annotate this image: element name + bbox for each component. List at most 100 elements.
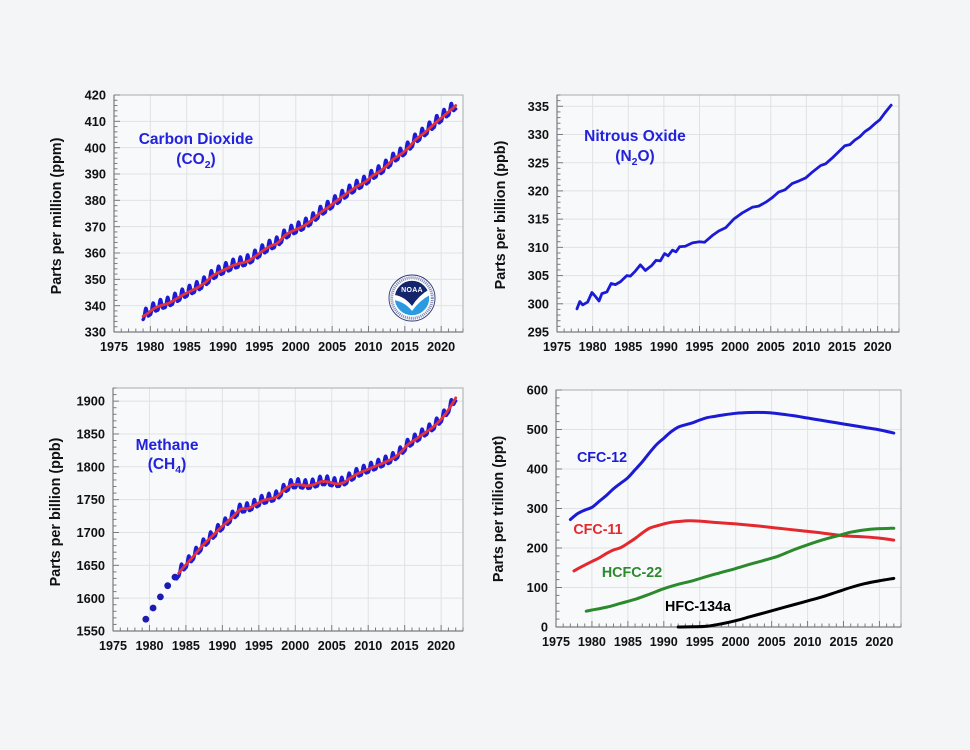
y-tick-label: 325 bbox=[528, 155, 549, 170]
chart-methane: 1975 1980 1985 1990 1995 2000 2005 2010 2015 2020… bbox=[48, 387, 464, 653]
x-tick-label: 1990 bbox=[650, 635, 678, 649]
x-tick-label: 1990 bbox=[208, 639, 236, 653]
y-tick-label: 100 bbox=[527, 580, 548, 595]
formula-subscript: 2 bbox=[632, 156, 638, 168]
chart-nitrous-oxide: 1975 1980 1985 1990 1995 2000 2005 2010 2015 2020… bbox=[493, 94, 900, 354]
y-tick-label: 335 bbox=[528, 99, 549, 114]
formula-prefix: (CH bbox=[148, 456, 176, 473]
data-point bbox=[149, 604, 157, 612]
y-tick-label: 400 bbox=[85, 140, 106, 155]
y-tick-label: 370 bbox=[85, 219, 106, 234]
y-tick-label: 1900 bbox=[77, 394, 105, 409]
x-tick-label: 1985 bbox=[614, 635, 642, 649]
formula-suffix: O) bbox=[637, 148, 654, 165]
gas-name-label: Carbon Dioxide bbox=[139, 131, 254, 148]
y-tick-label: 330 bbox=[528, 127, 549, 142]
x-tick-label: 2015 bbox=[828, 340, 856, 354]
series-label-hcfc-22: HCFC-22 bbox=[602, 565, 662, 581]
chart-halocarbons: 1975 1980 1985 1990 1995 2000 2005 2010 2015 2020… bbox=[491, 383, 902, 649]
x-tick-label: 1980 bbox=[578, 635, 606, 649]
x-tick-label: 1995 bbox=[686, 635, 714, 649]
y-tick-label: 300 bbox=[527, 501, 548, 516]
x-tick-label: 1975 bbox=[100, 340, 128, 354]
y-tick-label: 0 bbox=[541, 620, 548, 635]
x-tick-label: 1985 bbox=[614, 340, 642, 354]
series-line-hfc-134a bbox=[676, 576, 896, 629]
y-tick-label: 400 bbox=[527, 462, 548, 477]
gas-name-label: Nitrous Oxide bbox=[584, 128, 686, 145]
y-tick-label: 315 bbox=[528, 212, 549, 227]
series-line-monthly-mean bbox=[575, 103, 893, 311]
logo-sea bbox=[394, 295, 430, 316]
y-tick-label: 1600 bbox=[77, 591, 105, 606]
y-tick-label: 390 bbox=[85, 167, 106, 182]
x-tick-label: 1995 bbox=[245, 340, 273, 354]
y-axis-title: Parts per billion (ppb) bbox=[493, 140, 509, 289]
y-tick-label: 380 bbox=[85, 193, 106, 208]
x-tick-label: 2000 bbox=[721, 340, 749, 354]
y-tick-label: 410 bbox=[85, 114, 106, 129]
gas-formula-label: (CO2) bbox=[176, 151, 215, 171]
gas-name-label: Methane bbox=[136, 437, 199, 454]
x-tick-label: 1975 bbox=[542, 635, 570, 649]
series-line-deseasonalized-trend bbox=[141, 104, 458, 318]
formula-subscript: 4 bbox=[175, 464, 181, 476]
x-tick-label: 2020 bbox=[865, 635, 893, 649]
x-tick-label: 2020 bbox=[427, 639, 455, 653]
x-tick-label: 1985 bbox=[173, 340, 201, 354]
y-axis-title: Parts per trillion (ppt) bbox=[491, 436, 507, 583]
noaa-logo: NOAA bbox=[388, 274, 436, 322]
series-label-hfc-134a: HFC-134a bbox=[665, 599, 732, 615]
x-tick-label: 2020 bbox=[864, 340, 892, 354]
series-line-deseasonalized-trend bbox=[177, 396, 458, 575]
y-tick-label: 1650 bbox=[77, 558, 105, 573]
formula-prefix: (CO bbox=[176, 151, 204, 168]
formula-suffix: ) bbox=[181, 456, 186, 473]
y-tick-label: 1700 bbox=[77, 525, 105, 540]
x-tick-label: 1980 bbox=[135, 639, 163, 653]
x-tick-label: 2000 bbox=[722, 635, 750, 649]
formula-suffix: ) bbox=[211, 151, 216, 168]
x-tick-label: 2005 bbox=[318, 340, 346, 354]
y-tick-label: 420 bbox=[85, 88, 106, 103]
x-tick-label: 2005 bbox=[758, 635, 786, 649]
x-tick-label: 1985 bbox=[172, 639, 200, 653]
y-tick-label: 330 bbox=[85, 325, 106, 340]
series-line-cfc-12 bbox=[568, 410, 896, 522]
plot-area bbox=[113, 388, 463, 631]
data-point bbox=[142, 615, 150, 623]
y-tick-label: 600 bbox=[527, 383, 548, 398]
x-tick-label: 2010 bbox=[354, 340, 382, 354]
x-tick-label: 1995 bbox=[245, 639, 273, 653]
series-label-cfc-11: CFC-11 bbox=[573, 522, 622, 538]
x-tick-label: 2020 bbox=[427, 340, 455, 354]
x-tick-label: 2010 bbox=[354, 639, 382, 653]
x-tick-label: 1980 bbox=[136, 340, 164, 354]
x-tick-label: 1975 bbox=[99, 639, 127, 653]
logo-ring-text bbox=[390, 276, 434, 320]
y-tick-label: 350 bbox=[85, 272, 106, 287]
y-tick-label: 1750 bbox=[77, 492, 105, 507]
series-label-cfc-12: CFC-12 bbox=[577, 450, 627, 466]
y-tick-label: 340 bbox=[85, 298, 106, 313]
y-tick-label: 200 bbox=[527, 541, 548, 556]
y-tick-label: 305 bbox=[528, 268, 549, 283]
x-tick-label: 2010 bbox=[792, 340, 820, 354]
x-tick-label: 2005 bbox=[757, 340, 785, 354]
y-tick-label: 360 bbox=[85, 246, 106, 261]
x-tick-label: 2015 bbox=[391, 639, 419, 653]
data-point bbox=[156, 593, 164, 601]
chart-carbon-dioxide: 1975 1980 1985 1990 1995 2000 2005 2010 2015 2020… bbox=[49, 88, 464, 354]
y-tick-label: 500 bbox=[527, 422, 548, 437]
formula-subscript: 2 bbox=[205, 159, 211, 171]
data-point bbox=[164, 582, 172, 590]
y-tick-label: 310 bbox=[528, 240, 549, 255]
x-tick-label: 1990 bbox=[209, 340, 237, 354]
series-line-cfc-11 bbox=[572, 519, 896, 573]
y-tick-label: 1800 bbox=[77, 459, 105, 474]
y-axis-title: Parts per billion (ppb) bbox=[48, 437, 64, 586]
x-tick-label: 1995 bbox=[685, 340, 713, 354]
x-tick-label: 2000 bbox=[281, 639, 309, 653]
y-tick-label: 1850 bbox=[77, 427, 105, 442]
